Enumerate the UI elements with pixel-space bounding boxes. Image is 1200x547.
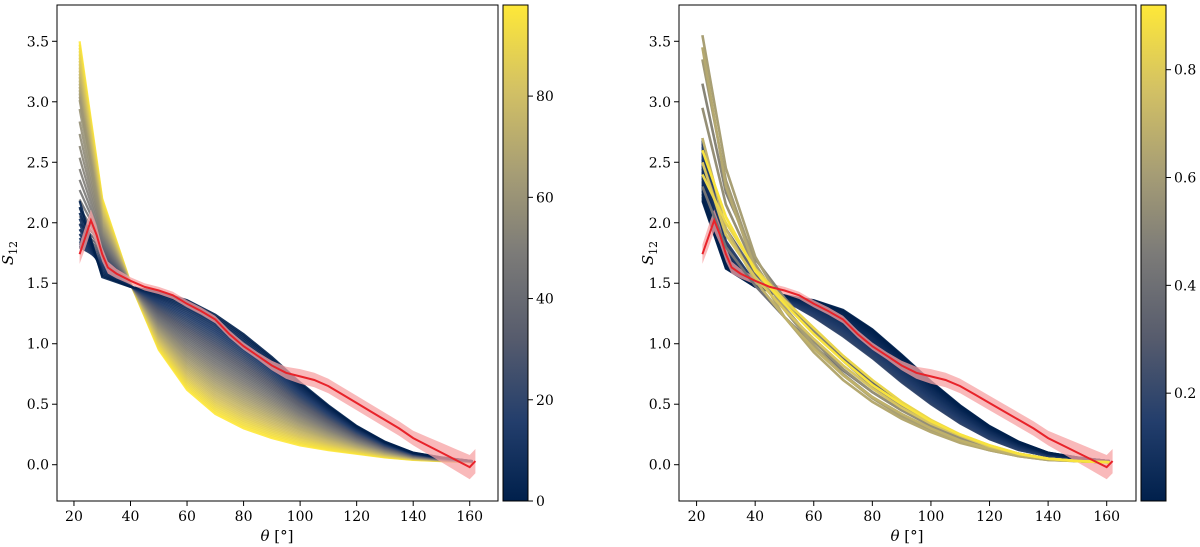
right-x-axis-label: θ [°] (890, 527, 923, 545)
left-axes-frame (56, 4, 499, 502)
highlight-curve (701, 149, 1110, 464)
x-tick-label: 60 (805, 509, 823, 525)
x-tick-label: 160 (1093, 509, 1120, 525)
left-colorbar-ticks: 0 20 40 60 80 (528, 89, 554, 510)
x-tick-label: 100 (918, 509, 945, 525)
y-tick-label: 3.5 (649, 34, 671, 50)
left-panel: 20 40 60 80 100 120 140 160 0.0 0.5 1.0 1.5 2.0 2.5 3… (0, 4, 554, 545)
colorbar-tick-label: 60 (536, 190, 554, 206)
highlight-curve (701, 59, 1110, 464)
x-tick-label: 80 (863, 509, 881, 525)
right-panel: 20 40 60 80 100 120 140 160 0.0 0.5 1.0 1.5 2.0 2.5 3… (639, 4, 1196, 545)
right-colorbar (1140, 4, 1167, 502)
y-tick-label: 0.5 (649, 397, 671, 413)
y-tick-label: 1.5 (27, 276, 49, 292)
x-tick-label: 140 (1035, 509, 1062, 525)
y-tick-label: 2.0 (649, 216, 671, 232)
x-tick-label: 80 (235, 509, 253, 525)
y-tick-label: 2.0 (27, 216, 49, 232)
colorbar-tick-label: 80 (536, 89, 554, 105)
x-tick-label: 120 (343, 509, 370, 525)
x-tick-label: 100 (287, 509, 314, 525)
right-y-ticks: 0.0 0.5 1.0 1.5 2.0 2.5 3.0 3.5 (649, 34, 679, 474)
right-highlight-curves (701, 34, 1110, 464)
left-reference-band (79, 209, 476, 480)
left-y-axis-label: S12 (0, 241, 20, 265)
right-reference-band (702, 209, 1113, 480)
y-tick-label: 1.0 (27, 337, 49, 353)
right-x-ticks: 20 40 60 80 100 120 140 160 (688, 501, 1120, 525)
y-tick-label: 0.0 (27, 458, 49, 474)
y-tick-label: 1.5 (649, 276, 671, 292)
x-tick-label: 60 (178, 509, 196, 525)
x-tick-label: 120 (976, 509, 1003, 525)
left-curve-family (78, 41, 473, 464)
x-tick-label: 20 (65, 509, 83, 525)
left-y-ticks: 0.0 0.5 1.0 1.5 2.0 2.5 3.0 3.5 (27, 34, 57, 474)
highlight-curve (701, 47, 1110, 464)
right-colorbar-ticks: 0.2 0.4 0.6 0.8 (1166, 63, 1196, 402)
highlight-curve (701, 34, 1110, 464)
right-plot-area (701, 34, 1114, 480)
y-tick-label: 3.0 (27, 95, 49, 111)
left-colorbar (502, 4, 529, 502)
left-reference-line (78, 217, 477, 469)
family-curve (701, 148, 1110, 463)
x-tick-label: 140 (400, 509, 427, 525)
family-curve (701, 149, 1110, 463)
family-curve (701, 150, 1110, 463)
x-tick-label: 40 (746, 509, 764, 525)
colorbar-tick-label: 0 (536, 494, 545, 510)
x-tick-label: 40 (122, 509, 140, 525)
colorbar-tick-label: 0.6 (1174, 171, 1196, 187)
y-tick-label: 0.0 (649, 458, 671, 474)
y-tick-label: 2.5 (27, 155, 49, 171)
colorbar-tick-label: 20 (536, 393, 554, 409)
y-tick-label: 0.5 (27, 397, 49, 413)
y-tick-label: 3.5 (27, 34, 49, 50)
colorbar-tick-label: 0.8 (1174, 63, 1196, 79)
left-plot-area (78, 41, 477, 480)
colorbar-tick-label: 0.2 (1174, 386, 1196, 402)
left-x-axis-label: θ [°] (260, 527, 293, 545)
x-tick-label: 160 (456, 509, 483, 525)
left-x-ticks: 20 40 60 80 100 120 140 160 (65, 501, 483, 525)
y-tick-label: 3.0 (649, 95, 671, 111)
colorbar-tick-label: 40 (536, 292, 554, 308)
colorbar-tick-label: 0.4 (1174, 278, 1196, 294)
x-tick-label: 20 (688, 509, 706, 525)
right-axes-frame (678, 4, 1137, 502)
right-reference-line (701, 217, 1114, 469)
y-tick-label: 2.5 (649, 155, 671, 171)
y-tick-label: 1.0 (649, 337, 671, 353)
right-y-axis-label: S12 (639, 241, 660, 265)
